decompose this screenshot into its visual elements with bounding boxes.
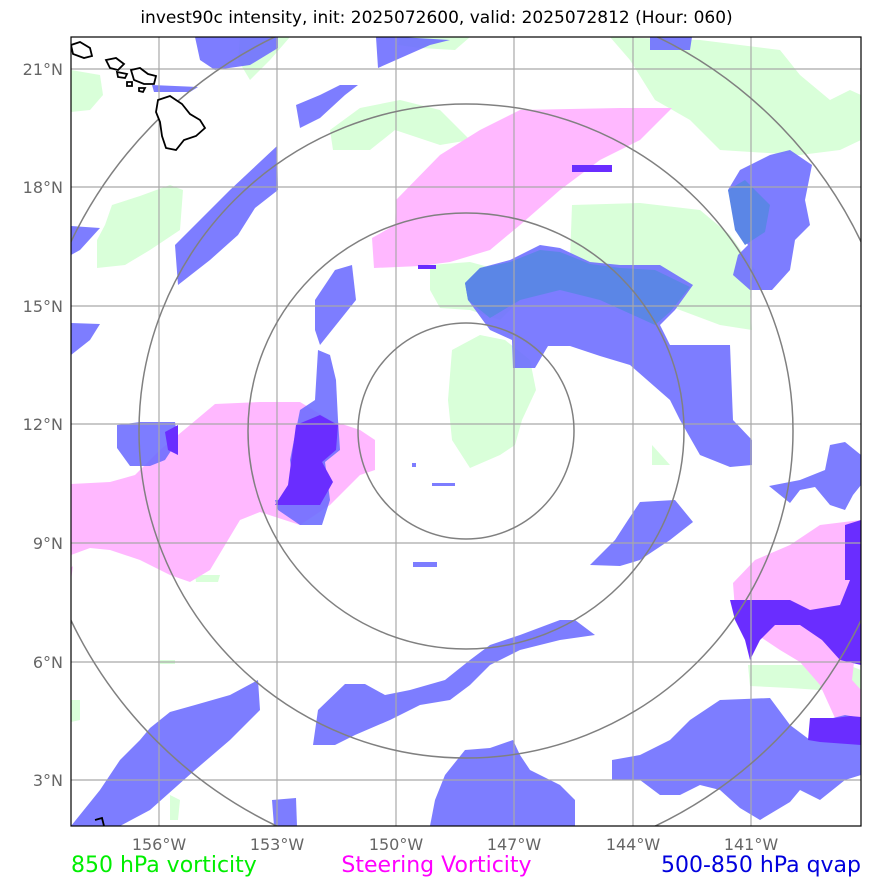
coastline-fragment	[94, 816, 105, 826]
longitude-labels: 156°W 153°W 150°W 147°W 144°W 141°W	[132, 835, 779, 854]
lat-label-21n: 21°N	[23, 60, 63, 79]
legend-qvap: 500-850 hPa qvap	[660, 853, 861, 878]
range-ring-2	[247, 212, 685, 650]
range-rings	[71, 37, 861, 826]
lat-label-18n: 18°N	[23, 178, 63, 197]
lon-label-147w: 147°W	[487, 835, 542, 854]
island-maui	[129, 67, 158, 85]
hawaii-coastline	[71, 41, 207, 151]
lon-label-156w: 156°W	[132, 835, 187, 854]
island-hawaii	[155, 95, 207, 151]
lat-label-6n: 6°N	[33, 653, 63, 672]
island-lanai	[126, 81, 133, 87]
lat-label-12n: 12°N	[23, 415, 63, 434]
lat-label-15n: 15°N	[23, 297, 63, 316]
graticule	[71, 37, 861, 826]
island-kahoolawe	[138, 87, 147, 94]
lat-label-9n: 9°N	[33, 534, 63, 553]
latitude-labels: 21°N 18°N 15°N 12°N 9°N 6°N 3°N	[23, 60, 63, 790]
lon-label-144w: 144°W	[606, 835, 661, 854]
legend-850-vorticity: 850 hPa vorticity	[71, 853, 257, 878]
range-ring-1	[357, 322, 575, 540]
lon-label-153w: 153°W	[250, 835, 305, 854]
legend-steering-vorticity: Steering Vorticity	[341, 853, 532, 878]
map-frame	[70, 36, 862, 827]
range-ring-3	[138, 103, 794, 759]
map-title: invest90c intensity, init: 2025072600, v…	[140, 8, 733, 28]
lon-label-150w: 150°W	[369, 835, 424, 854]
map-plot-area	[71, 37, 861, 826]
lon-label-141w: 141°W	[724, 835, 779, 854]
island-oahu	[104, 57, 126, 71]
island-kauai	[71, 41, 94, 59]
island-molokai	[115, 70, 129, 79]
lat-label-3n: 3°N	[33, 771, 63, 790]
